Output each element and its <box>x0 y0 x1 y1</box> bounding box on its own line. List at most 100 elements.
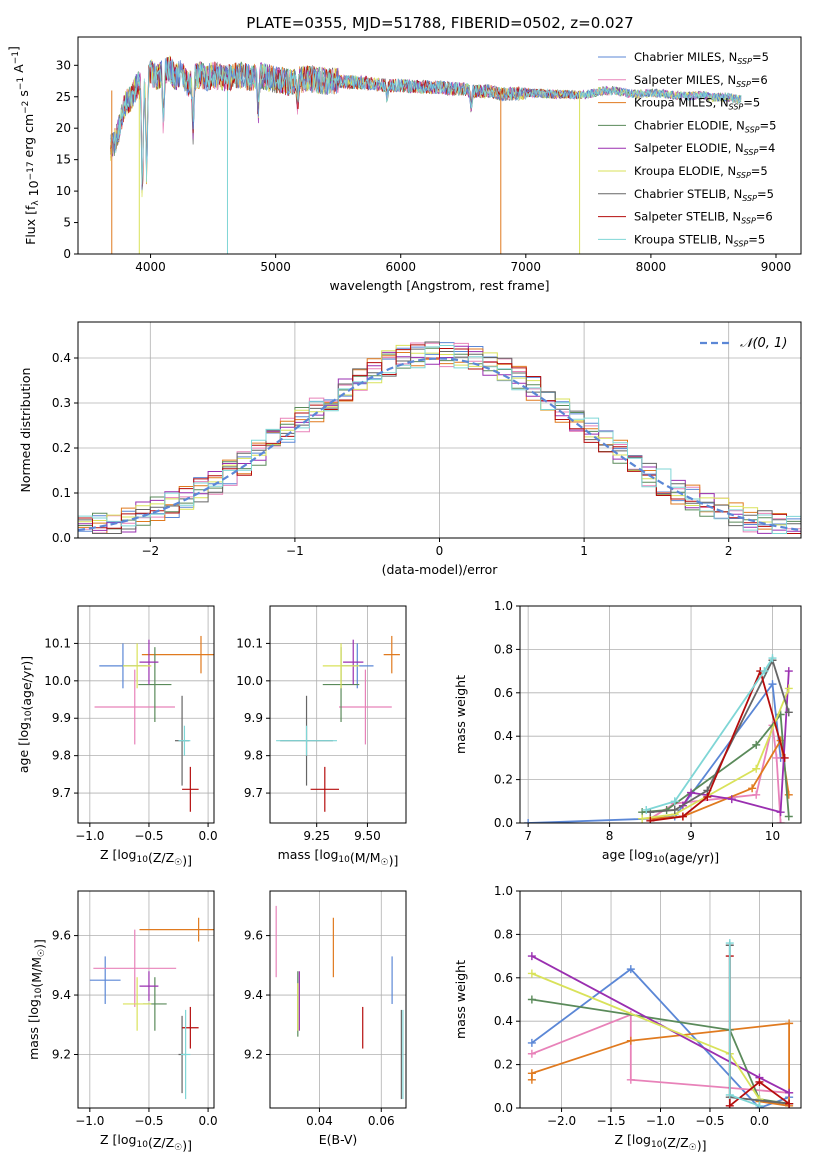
svg-text:Normed distribution: Normed distribution <box>18 368 33 493</box>
errorbar-point <box>343 639 364 685</box>
x-axis-label: E(B-V) <box>319 1132 358 1147</box>
y-tick-label: 30 <box>56 58 71 72</box>
x-tick-label: 5000 <box>260 260 291 274</box>
weight-marker <box>678 812 687 821</box>
weight-marker <box>760 667 769 676</box>
axes-frame <box>77 890 215 1109</box>
y-tick-label: 0.6 <box>494 971 513 985</box>
weight-marker <box>725 939 734 948</box>
svg-text:(data-model)/error: (data-model)/error <box>382 562 499 577</box>
y-tick-label: 9.8 <box>52 749 71 763</box>
x-axis-label: mass [log10(M/M☉)] <box>278 847 399 868</box>
y-tick-label: 0.2 <box>52 441 71 455</box>
errorbar-point <box>339 669 392 745</box>
spectrum-series-8 <box>110 60 742 185</box>
axes-frame <box>269 890 407 1109</box>
x-tick-label: 0.0 <box>199 829 218 843</box>
y-tick-label: 0 <box>63 247 71 261</box>
y-tick-label: 0.4 <box>494 1014 513 1028</box>
gaussian-curve <box>78 357 801 532</box>
legend-label: Salpeter MILES, NSSP=6 <box>634 73 768 89</box>
y-tick-label: 5 <box>63 216 71 230</box>
weight-series-3 <box>642 712 790 817</box>
plot-area <box>527 939 794 1108</box>
weight-marker <box>784 684 793 693</box>
figure-title: PLATE=0355, MJD=51788, FIBERID=0502, z=0… <box>246 14 633 32</box>
y-tick-label: 1.0 <box>494 599 513 613</box>
svg-text:wavelength [Angstrom, rest fra: wavelength [Angstrom, rest frame] <box>329 278 549 293</box>
weight-marker <box>687 788 696 797</box>
weight-marker <box>527 1049 536 1058</box>
weight-marker <box>784 812 793 821</box>
weight-marker <box>727 795 736 804</box>
y-tick-label: 9.4 <box>244 988 263 1002</box>
x-tick-label: 9.50 <box>354 829 381 843</box>
errorbar-point <box>310 766 340 812</box>
errorbar-point <box>141 635 214 674</box>
weight-marker <box>646 816 655 823</box>
y-tick-label: 0.8 <box>494 642 513 656</box>
weight-marker <box>524 819 533 823</box>
y-tick-label: 0.4 <box>52 351 71 365</box>
panel-mass_vs_Z: −1.0 −0.5 0.0 9.2 9.4 9.6 Z [log10(Z/Z☉)] mass … <box>26 890 218 1153</box>
errorbar-point <box>93 929 177 1007</box>
weight-marker <box>725 1090 734 1099</box>
y-tick-label: 9.9 <box>52 711 71 725</box>
plot-area <box>524 654 793 823</box>
weight-marker <box>670 797 679 806</box>
panel-massweight_vs_age: 7 8 9 10 0.0 0.2 0.4 0.6 0.8 1.0 age [log10(age/yr… <box>453 599 802 865</box>
svg-text:mass weight: mass weight <box>453 675 468 754</box>
weight-marker <box>638 814 647 823</box>
y-tick-label: 9.2 <box>244 1047 263 1061</box>
x-tick-label: −1.0 <box>75 1114 104 1128</box>
svg-text:age [log10(age/yr)]: age [log10(age/yr)] <box>602 847 719 865</box>
x-tick-label: 7000 <box>511 260 542 274</box>
weight-series-5 <box>642 688 790 820</box>
y-axis-label: mass weight <box>453 960 468 1039</box>
x-tick-label: −1.0 <box>646 1114 675 1128</box>
y-tick-label: 0.8 <box>494 927 513 941</box>
y-tick-label: 9.2 <box>52 1047 71 1061</box>
x-tick-label: 9 <box>687 829 695 843</box>
y-axis-label: age [log10(age/yr)] <box>16 656 34 773</box>
weight-marker <box>626 1075 635 1084</box>
weight-marker <box>784 790 793 799</box>
panel-age_vs_Z: −1.0 −0.5 0.0 9.7 9.8 9.9 10.0 10.1 Z [log10(Z/Z… <box>16 605 218 868</box>
x-tick-label: −2.0 <box>547 1114 576 1128</box>
y-tick-label: 0.1 <box>52 486 71 500</box>
errorbar-point <box>180 1009 191 1100</box>
weight-marker <box>703 792 712 801</box>
y-tick-label: 20 <box>56 121 71 135</box>
plot-area <box>275 905 404 1100</box>
weight-marker <box>776 819 785 823</box>
axes-frame <box>519 605 802 824</box>
spectrum-series-1 <box>110 58 742 187</box>
y-tick-label: 10.1 <box>44 636 71 650</box>
y-tick-label: 15 <box>56 153 71 167</box>
svg-text:Z [log10(Z/Z☉)]: Z [log10(Z/Z☉)] <box>100 847 192 868</box>
errorbar-point <box>276 725 337 756</box>
y-tick-label: 0.4 <box>494 729 513 743</box>
weight-marker <box>527 969 536 978</box>
panel-residuals: −2 −1 0 1 2 0.0 0.1 0.2 0.3 0.4 (data-model)/error… <box>18 321 802 577</box>
x-axis-label: Z [log10(Z/Z☉)] <box>615 1132 707 1153</box>
svg-text:mass [log10(M/M☉)]: mass [log10(M/M☉)] <box>278 847 399 868</box>
x-axis-label: Z [log10(Z/Z☉)] <box>100 1132 192 1153</box>
weight-marker <box>527 1038 536 1047</box>
y-tick-label: 1.0 <box>494 884 513 898</box>
weight-marker <box>784 708 793 717</box>
weight-marker <box>670 805 679 814</box>
weight-marker <box>768 680 777 689</box>
plot-area <box>110 55 742 254</box>
x-tick-label: 9000 <box>761 260 792 274</box>
legend-spectrum: Chabrier MILES, NSSP=5 Salpeter MILES, NS… <box>598 50 776 248</box>
weight-marker <box>527 995 536 1004</box>
x-tick-label: 4000 <box>135 260 166 274</box>
axes-frame <box>77 605 215 824</box>
errorbar-point <box>122 977 152 1031</box>
x-tick-label: 0.0 <box>750 1114 769 1128</box>
legend-label: Salpeter ELODIE, NSSP=4 <box>634 141 775 157</box>
y-tick-label: 9.9 <box>244 711 263 725</box>
y-tick-label: 9.6 <box>244 929 263 943</box>
